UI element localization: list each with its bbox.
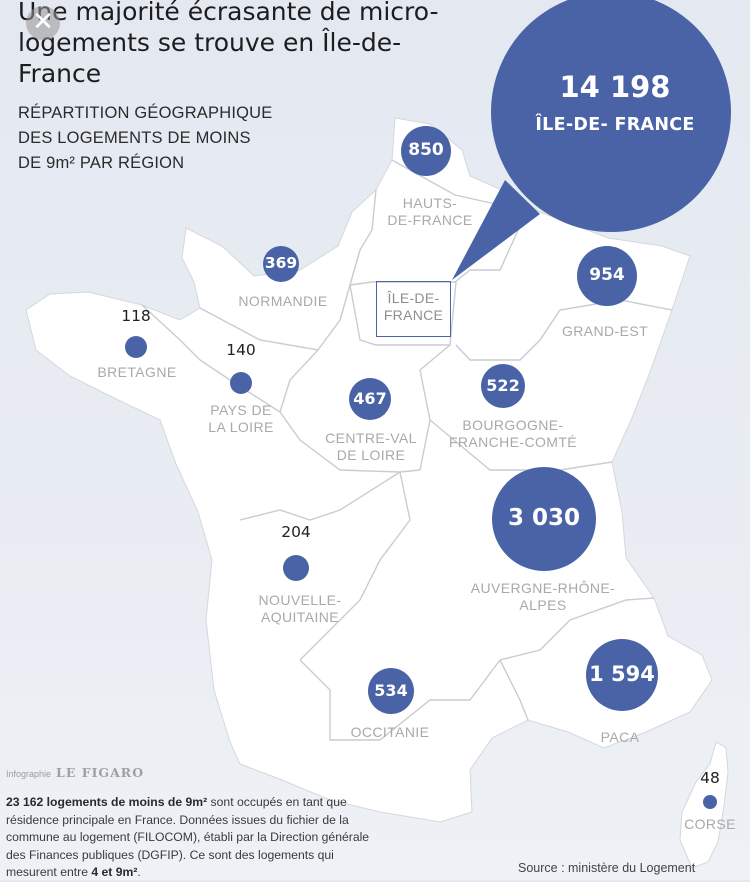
region-label-line: FRANCHE-COMTÉ (448, 434, 578, 450)
region-label-line: NORMANDIE (238, 293, 328, 309)
region-label-nouvelle-aquitaine: NOUVELLE- AQUITAINE (250, 592, 350, 626)
bubble-value-paca: 1 594 (589, 661, 655, 686)
region-label-auvergne-rhone-alpes: AUVERGNE-RHÔNE- ALPES (468, 580, 618, 614)
idf-highlight-box (376, 281, 451, 337)
region-label-occitanie: OCCITANIE (340, 724, 440, 741)
bubble-occ (368, 668, 414, 714)
region-label-centre-val-de-loire: CENTRE-VAL DE LOIRE (318, 430, 424, 464)
footnote-text: sont occupés en tant que résidence princ… (6, 795, 370, 879)
region-label-line: HAUTS- (402, 195, 458, 211)
region-label-line: CENTRE-VAL (325, 430, 417, 446)
region-label-line: DE-FRANCE (387, 212, 473, 228)
bubble-value-bfc: 522 (486, 376, 520, 396)
footnote-bold-range: 4 et 9m² (91, 865, 138, 879)
france-mainland (25, 117, 713, 823)
region-label-pays-de-la-loire: PAYS DE LA LOIRE (200, 402, 282, 436)
region-label-hdf: HAUTS- DE-FRANCE (382, 195, 478, 229)
bubble-value-ara: 3 030 (507, 504, 581, 531)
subtitle-line: DES LOGEMENTS DE MOINS (18, 129, 251, 147)
region-label-line: DE LOIRE (336, 447, 406, 463)
region-label-bretagne: BRETAGNE (92, 364, 182, 381)
region-borders (141, 159, 673, 741)
bubble-paca (586, 639, 658, 711)
bubble-ge (577, 246, 637, 306)
bubble-value-hdf: 850 (408, 140, 444, 161)
bubble-value-pdl: 140 (226, 341, 256, 359)
bubble-value-ge: 954 (589, 265, 625, 286)
bubble-bret (125, 336, 147, 358)
region-label-line: BOURGOGNE- (462, 417, 564, 433)
bubble-value-na: 204 (281, 523, 311, 541)
footnote-bold-total: 23 162 logements de moins de 9m² (6, 795, 208, 809)
region-label-line: AQUITAINE (260, 609, 340, 625)
subtitle-line: DE 9m² PAR RÉGION (18, 154, 185, 172)
region-label-bourgogne-franche-comte: BOURGOGNE- FRANCHE-COMTÉ (446, 417, 580, 451)
footnote: 23 162 logements de moins de 9m² sont oc… (6, 794, 376, 882)
page-title: Une majorité écrasante de micro-logement… (18, 0, 439, 88)
bubble-pdl (230, 372, 252, 394)
region-label-line: ÎLE-DE- (387, 290, 440, 306)
bubble-bfc (481, 364, 525, 408)
bubble-na (283, 555, 309, 581)
region-label-line: PACA (600, 729, 640, 745)
region-label-line: CORSE (684, 816, 736, 832)
region-label-line: FRANCE (383, 307, 444, 323)
bubble-value-corse: 48 (700, 769, 720, 787)
page-subtitle: RÉPARTITION GÉOGRAPHIQUE DES LOGEMENTS D… (18, 101, 318, 176)
region-label-line: NOUVELLE- (258, 592, 342, 608)
region-label-line: BRETAGNE (97, 364, 177, 380)
idf-callout-pointer (452, 180, 540, 280)
bubble-corse (703, 795, 717, 809)
bubble-value-bret: 118 (121, 307, 151, 325)
bubble-hdf (401, 126, 451, 176)
bubble-idf (491, 0, 731, 232)
region-label-line: AUVERGNE-RHÔNE- (470, 580, 616, 596)
credit-prefix: Infographie (6, 769, 52, 779)
footnote-end: . (137, 865, 141, 879)
bubble-value-occ: 534 (374, 681, 408, 701)
region-label-line: GRAND-EST (561, 323, 649, 339)
close-icon[interactable]: ✕ (26, 6, 60, 40)
bubble-ara (492, 467, 596, 571)
source-note: Source : ministère du Logement (518, 861, 696, 875)
region-label-normandie: NORMANDIE (234, 293, 332, 310)
region-label-corse: CORSE (680, 816, 740, 833)
region-label-line: ALPES (519, 597, 567, 613)
bubble-value-cvl: 467 (353, 389, 387, 409)
idf-callout-value: 14 198 (559, 70, 671, 104)
region-label-grand-est: GRAND-EST (558, 323, 652, 340)
credit-line: Infographie LE FIGARO (6, 764, 144, 782)
bubble-norm (263, 246, 299, 282)
region-label-paca: PACA (590, 729, 650, 746)
bubble-cvl (349, 378, 391, 420)
le-figaro-logo: LE FIGARO (56, 765, 145, 780)
subtitle-line: RÉPARTITION GÉOGRAPHIQUE (18, 104, 273, 122)
region-label-line: LA LOIRE (208, 419, 274, 435)
idf-callout-label: ÎLE-DE- FRANCE (535, 115, 695, 135)
bubble-value-norm: 369 (264, 254, 298, 273)
region-label-line: OCCITANIE (350, 724, 430, 740)
region-label-line: PAYS DE (210, 402, 272, 418)
region-label-ile-de-france: ÎLE-DE- FRANCE (376, 290, 451, 324)
